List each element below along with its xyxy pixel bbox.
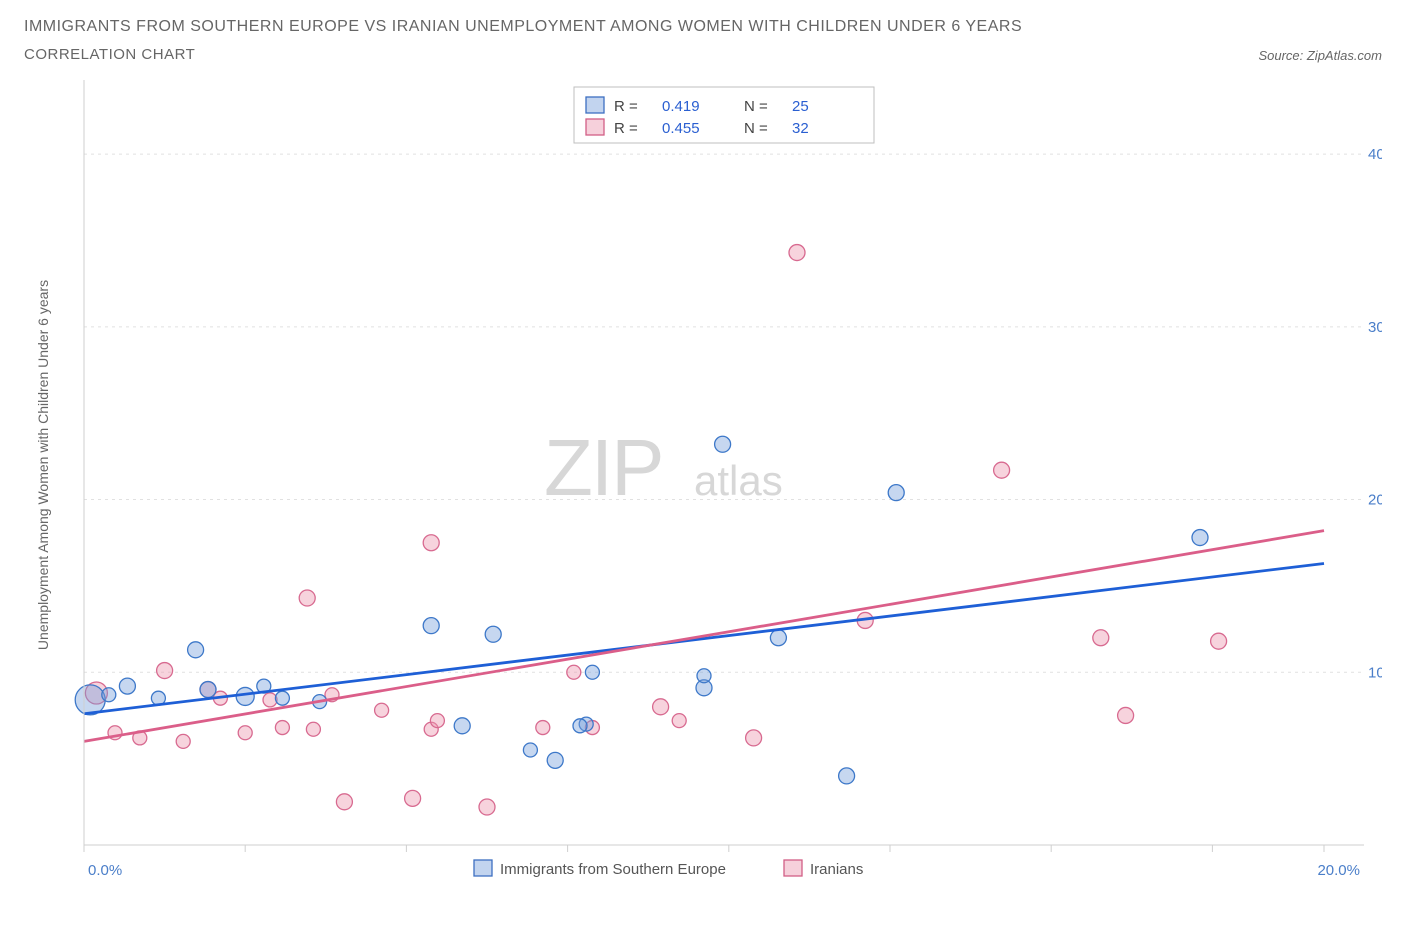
svg-text:N =: N = xyxy=(744,120,768,137)
data-point xyxy=(236,687,254,705)
data-point xyxy=(299,590,315,606)
y-tick-label: 30.0% xyxy=(1368,319,1382,336)
data-point xyxy=(119,678,135,694)
data-point xyxy=(263,693,277,707)
data-point xyxy=(454,718,470,734)
data-point xyxy=(536,721,550,735)
data-point xyxy=(306,722,320,736)
data-point xyxy=(770,630,786,646)
svg-text:0.455: 0.455 xyxy=(662,120,700,137)
data-point xyxy=(336,794,352,810)
data-point xyxy=(839,768,855,784)
data-point xyxy=(275,721,289,735)
legend-label-blue: Immigrants from Southern Europe xyxy=(500,861,726,878)
data-point xyxy=(238,726,252,740)
correlation-chart: ZIP atlas 0.0% 20.0% 10.0% 20.0% 30.0% 40.0% Une… xyxy=(24,75,1382,895)
data-point xyxy=(485,626,501,642)
watermark: ZIP atlas xyxy=(544,423,783,512)
data-point xyxy=(1192,530,1208,546)
data-point xyxy=(1211,633,1227,649)
chart-title: IMMIGRANTS FROM SOUTHERN EUROPE VS IRANI… xyxy=(24,18,1022,36)
data-point xyxy=(423,618,439,634)
data-point xyxy=(1118,707,1134,723)
y-tick-label: 10.0% xyxy=(1368,664,1382,681)
chart-svg: ZIP atlas 0.0% 20.0% 10.0% 20.0% 30.0% 40.0% Une… xyxy=(24,75,1382,895)
data-point xyxy=(423,535,439,551)
data-point xyxy=(157,663,173,679)
data-point xyxy=(585,665,599,679)
svg-text:0.419: 0.419 xyxy=(662,98,700,115)
source-credit: Source: ZipAtlas.com xyxy=(1258,48,1382,63)
svg-text:atlas: atlas xyxy=(694,457,783,504)
data-point xyxy=(523,743,537,757)
grid xyxy=(84,154,1364,672)
svg-text:32: 32 xyxy=(792,120,809,137)
data-point xyxy=(176,734,190,748)
data-point xyxy=(200,682,216,698)
source-prefix: Source: xyxy=(1258,48,1306,63)
data-point xyxy=(653,699,669,715)
series-legend: Immigrants from Southern Europe Iranians xyxy=(474,860,863,878)
svg-text:25: 25 xyxy=(792,98,809,115)
data-point xyxy=(375,703,389,717)
svg-text:R =: R = xyxy=(614,98,638,115)
data-point xyxy=(430,714,444,728)
svg-text:ZIP: ZIP xyxy=(544,423,662,512)
svg-text:N =: N = xyxy=(744,98,768,115)
data-point xyxy=(567,665,581,679)
data-point xyxy=(479,799,495,815)
chart-subtitle: CORRELATION CHART xyxy=(24,46,1022,63)
x-tick-label: 20.0% xyxy=(1317,862,1360,879)
series-iranians xyxy=(85,245,1226,815)
data-point xyxy=(102,688,116,702)
data-point xyxy=(715,436,731,452)
data-point xyxy=(547,752,563,768)
data-point xyxy=(1093,630,1109,646)
legend-label-pink: Iranians xyxy=(810,861,863,878)
stats-legend: R = 0.419 N = 25 R = 0.455 N = 32 xyxy=(574,87,874,143)
data-point xyxy=(672,714,686,728)
data-point xyxy=(275,691,289,705)
y-axis-label: Unemployment Among Women with Children U… xyxy=(35,280,51,650)
svg-text:R =: R = xyxy=(614,120,638,137)
source-name: ZipAtlas.com xyxy=(1307,48,1382,63)
y-tick-label: 20.0% xyxy=(1368,492,1382,509)
x-tick-label: 0.0% xyxy=(88,862,122,879)
data-point xyxy=(697,669,711,683)
data-point xyxy=(888,485,904,501)
data-point xyxy=(789,245,805,261)
y-tick-label: 40.0% xyxy=(1368,146,1382,163)
data-point xyxy=(746,730,762,746)
data-point xyxy=(188,642,204,658)
data-point xyxy=(405,790,421,806)
data-point xyxy=(994,462,1010,478)
trendline-pink xyxy=(84,531,1324,742)
data-point xyxy=(573,719,587,733)
